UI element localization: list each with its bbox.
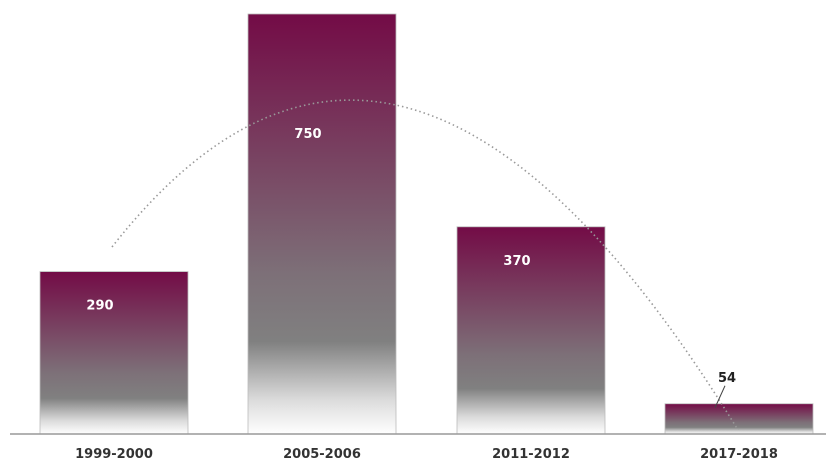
category-label: 2017-2018 (700, 447, 778, 462)
bar-2011-2012 (456, 226, 606, 435)
value-label-leader (714, 385, 726, 408)
bar-2005-2006 (247, 13, 397, 435)
value-label: 54 (718, 371, 736, 386)
value-label: 750 (294, 127, 321, 142)
bar-1999-2000 (39, 271, 189, 435)
bar-2017-2018 (664, 403, 814, 435)
category-label: 2005-2006 (283, 447, 361, 462)
value-label: 290 (86, 299, 113, 314)
trend-curve (111, 99, 739, 431)
value-labels-group: 290 750 370 54 (86, 127, 736, 408)
bars-group (39, 13, 814, 435)
category-label: 1999-2000 (75, 447, 153, 462)
category-labels-group: 1999-2000 2005-2006 2011-2012 2017-2018 (75, 447, 778, 462)
value-label: 370 (503, 254, 530, 269)
category-label: 2011-2012 (492, 447, 570, 462)
